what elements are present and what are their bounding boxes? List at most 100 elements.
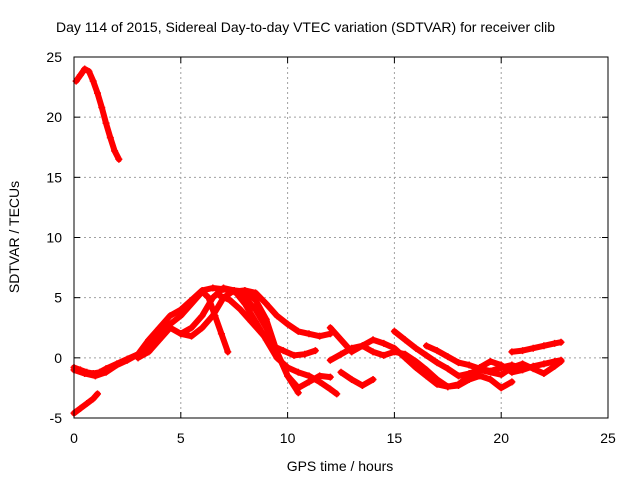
y-axis-label: SDTVAR / TECUs [6, 181, 22, 293]
data-point [529, 344, 537, 352]
data-point [401, 336, 409, 344]
data-point [262, 315, 270, 323]
data-point [290, 351, 298, 359]
data-point [508, 361, 516, 369]
x-tick-label: 20 [493, 430, 509, 446]
series-sat-h [216, 292, 319, 359]
data-point [89, 77, 97, 85]
data-point [81, 65, 89, 73]
data-point [380, 351, 388, 359]
data-point [177, 330, 185, 338]
data-point [102, 119, 110, 127]
data-point [284, 372, 292, 380]
data-point [93, 390, 101, 398]
data-point [358, 382, 366, 390]
data-point [209, 284, 217, 292]
data-point [252, 289, 260, 297]
series-sat-d [71, 285, 302, 396]
data-point [273, 312, 281, 320]
data-point [155, 336, 163, 344]
data-point [294, 327, 302, 335]
data-point [145, 336, 153, 344]
data-point [444, 383, 452, 391]
data-point [487, 367, 495, 375]
data-point [326, 324, 334, 332]
data-point [258, 330, 266, 338]
data-point [177, 312, 185, 320]
data-point [230, 288, 238, 296]
y-tick-label: 0 [54, 350, 62, 366]
data-point [98, 104, 106, 112]
data-point [557, 357, 565, 365]
data-point [284, 363, 292, 371]
data-point [326, 356, 334, 364]
data-point [390, 327, 398, 335]
data-point [209, 294, 217, 302]
data-point [237, 306, 245, 314]
data-point [102, 368, 110, 376]
series-layer [70, 65, 565, 417]
data-point [326, 373, 334, 381]
y-tick-label: 25 [46, 49, 62, 65]
data-point [252, 296, 260, 304]
series-sat-c [71, 288, 231, 377]
data-point [83, 400, 91, 408]
data-point [422, 342, 430, 350]
data-point [369, 375, 377, 383]
data-point [433, 359, 441, 367]
x-tick-label: 0 [70, 430, 78, 446]
data-point [198, 312, 206, 320]
y-tick-label: 15 [46, 169, 62, 185]
data-point [316, 378, 324, 386]
data-point [305, 330, 313, 338]
plot-frame [73, 56, 609, 419]
data-point [226, 296, 234, 304]
data-point [476, 372, 484, 380]
data-point [166, 312, 174, 320]
data-point [89, 395, 97, 403]
data-point [337, 336, 345, 344]
data-point [91, 372, 99, 380]
data-point [508, 348, 516, 356]
data-point [81, 369, 89, 377]
data-point [540, 360, 548, 368]
data-point [412, 344, 420, 352]
data-point [123, 356, 131, 364]
data-point [316, 372, 324, 380]
data-point [113, 361, 121, 369]
y-tick-labels: -5 0 5 10 15 20 25 [46, 49, 62, 426]
data-point [557, 338, 565, 346]
data-point [198, 324, 206, 332]
x-tick-label: 15 [387, 430, 403, 446]
data-point [294, 384, 302, 392]
data-point [444, 353, 452, 361]
data-point [241, 286, 249, 294]
data-point [262, 300, 270, 308]
data-point [220, 284, 228, 292]
x-tick-label: 25 [600, 430, 616, 446]
data-point [305, 372, 313, 380]
data-point [269, 342, 277, 350]
data-point [305, 378, 313, 386]
data-point [390, 348, 398, 356]
data-point [187, 332, 195, 340]
data-point [465, 369, 473, 377]
data-point [540, 369, 548, 377]
data-point [187, 296, 195, 304]
x-tick-labels: 0 5 10 15 20 25 [70, 430, 616, 446]
data-point [444, 365, 452, 373]
data-point [508, 378, 516, 386]
data-point [519, 365, 527, 373]
data-point [369, 336, 377, 344]
data-point [358, 342, 366, 350]
data-point [497, 384, 505, 392]
data-point [106, 134, 114, 142]
series-sat-g [231, 287, 334, 340]
data-point [273, 354, 281, 362]
data-point [337, 350, 345, 358]
data-point [433, 375, 441, 383]
data-point [241, 300, 249, 308]
y-tick-label: -5 [50, 410, 63, 426]
chart-title: Day 114 of 2015, Sidereal Day-to-day VTE… [56, 19, 555, 35]
